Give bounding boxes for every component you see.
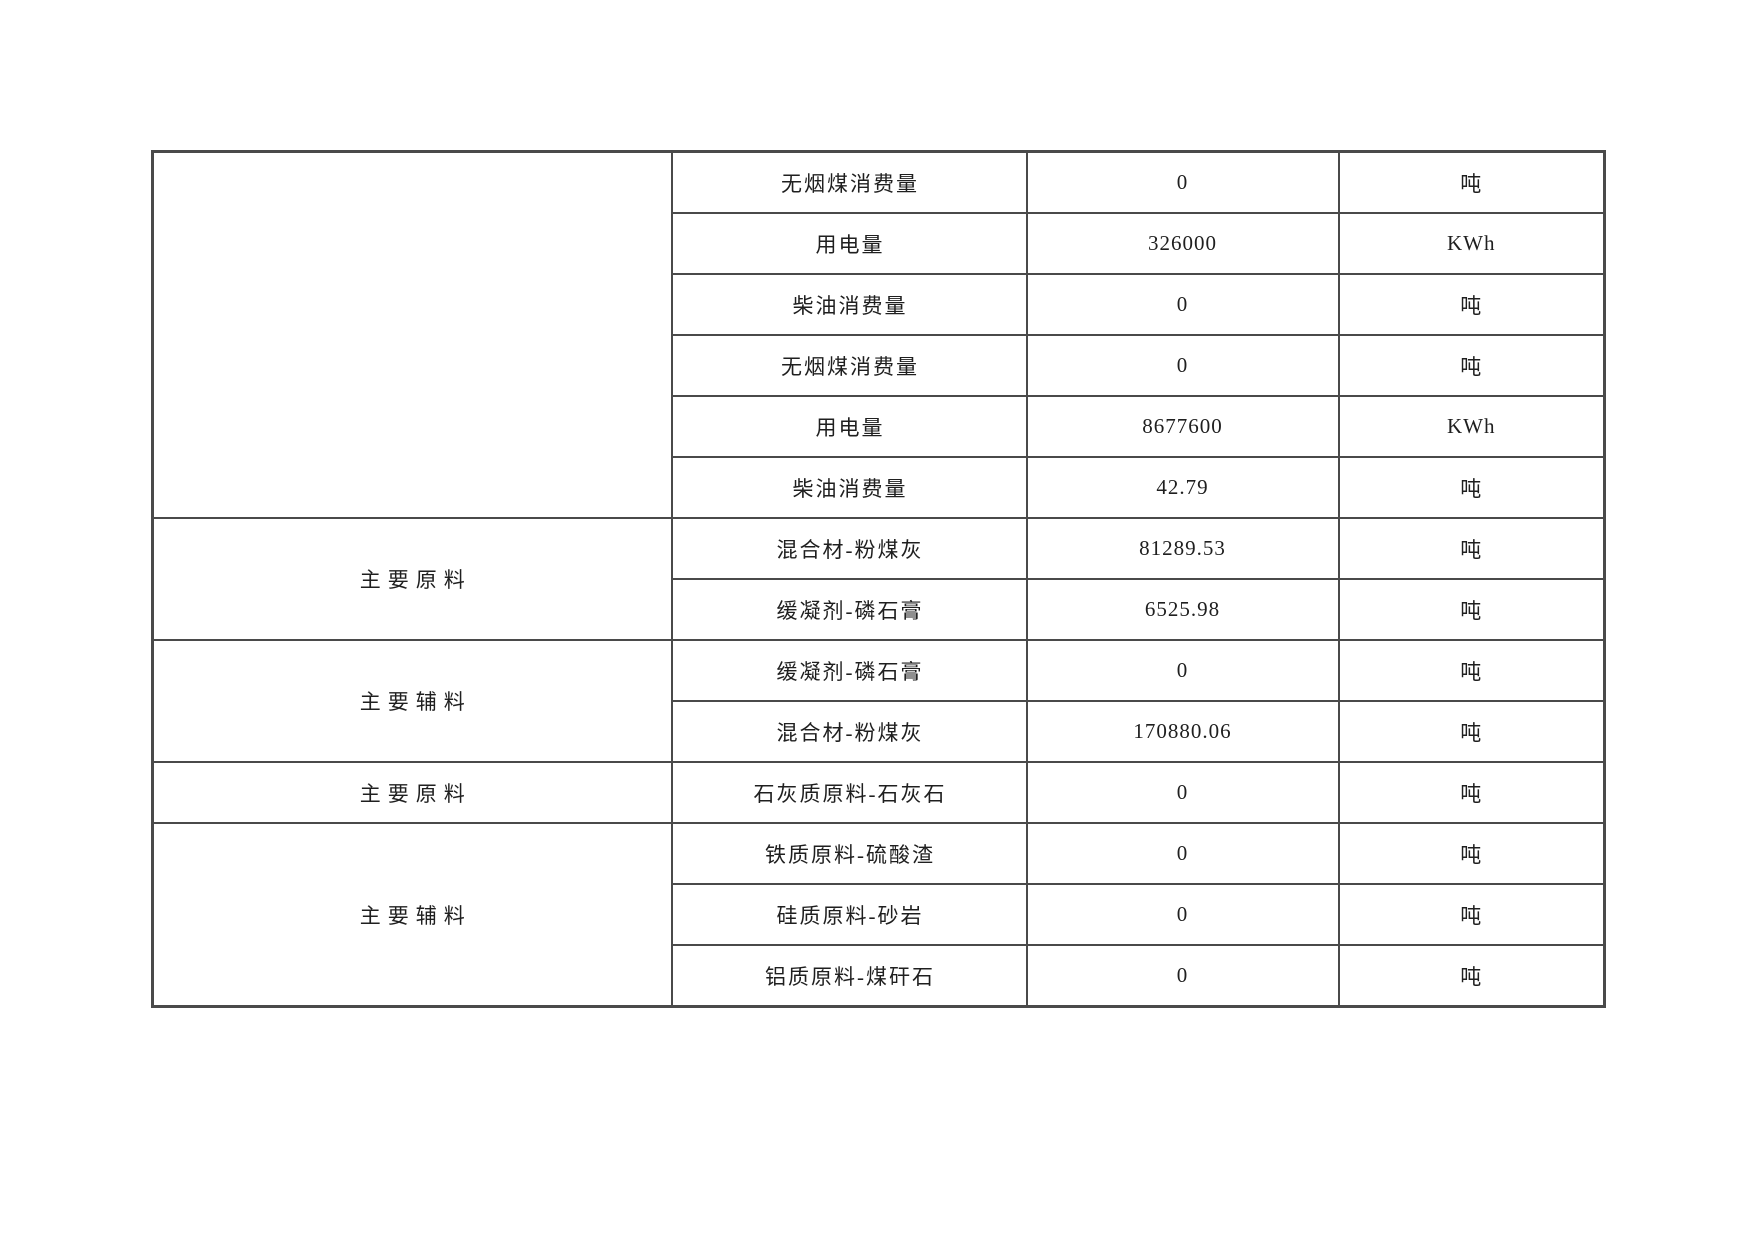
item-cell: 缓凝剂-磷石膏 <box>670 578 1028 641</box>
unit-cell: 吨 <box>1337 944 1606 1008</box>
category-cell-blank <box>151 150 673 519</box>
item-cell: 铁质原料-硫酸渣 <box>670 822 1028 885</box>
unit-cell: 吨 <box>1337 578 1606 641</box>
category-cell-main-raw-materials: 主要原料 <box>151 517 673 641</box>
value-cell: 0 <box>1025 639 1340 702</box>
unit-cell: 吨 <box>1337 456 1606 519</box>
unit-cell: 吨 <box>1337 822 1606 885</box>
item-cell: 用电量 <box>670 212 1028 275</box>
item-cell: 无烟煤消费量 <box>670 334 1028 397</box>
table-row: 主要原料 混合材-粉煤灰 81289.53 吨 <box>151 517 1606 641</box>
table-row: 主要原料 石灰质原料-石灰石 0 吨 <box>151 761 1606 824</box>
value-cell: 8677600 <box>1025 395 1340 458</box>
item-cell: 柴油消费量 <box>670 456 1028 519</box>
table-row: 无烟煤消费量 0 吨 <box>153 334 1606 397</box>
unit-cell: 吨 <box>1337 334 1606 397</box>
item-cell: 混合材-粉煤灰 <box>670 517 1028 580</box>
value-cell: 0 <box>1025 761 1340 824</box>
table-row: 柴油消费量 42.79 吨 <box>153 456 1606 519</box>
category-cell-main-auxiliary-materials: 主要辅料 <box>151 639 673 763</box>
table-row: 用电量 8677600 KWh <box>153 395 1606 458</box>
value-cell: 0 <box>1025 883 1340 946</box>
item-cell: 石灰质原料-石灰石 <box>670 761 1028 824</box>
value-cell: 81289.53 <box>1025 517 1340 580</box>
unit-cell: KWh <box>1337 395 1606 458</box>
unit-cell: KWh <box>1337 212 1606 275</box>
table-row: 硅质原料-砂岩 0 吨 <box>153 883 1606 946</box>
item-cell: 铝质原料-煤矸石 <box>670 944 1028 1008</box>
value-cell: 0 <box>1025 822 1340 885</box>
value-cell: 326000 <box>1025 212 1340 275</box>
unit-cell: 吨 <box>1337 700 1606 763</box>
table-row: 无烟煤消费量 0 吨 <box>151 150 1606 519</box>
unit-cell: 吨 <box>1337 761 1606 824</box>
value-cell: 0 <box>1025 273 1340 336</box>
value-cell: 0 <box>1025 944 1340 1008</box>
table-row: 用电量 326000 KWh <box>153 212 1606 275</box>
table-row: 柴油消费量 0 吨 <box>153 273 1606 336</box>
value-cell: 0 <box>1025 150 1340 214</box>
value-cell: 42.79 <box>1025 456 1340 519</box>
unit-cell: 吨 <box>1337 273 1606 336</box>
unit-cell: 吨 <box>1337 639 1606 702</box>
item-cell: 用电量 <box>670 395 1028 458</box>
category-cell-main-raw-materials: 主要原料 <box>151 761 673 824</box>
value-cell: 170880.06 <box>1025 700 1340 763</box>
table-row: 主要辅料 铁质原料-硫酸渣 0 吨 <box>151 822 1606 1008</box>
unit-cell: 吨 <box>1337 150 1606 214</box>
item-cell: 混合材-粉煤灰 <box>670 700 1028 763</box>
item-cell: 缓凝剂-磷石膏 <box>670 639 1028 702</box>
table-row: 缓凝剂-磷石膏 6525.98 吨 <box>153 578 1606 641</box>
table-row: 混合材-粉煤灰 170880.06 吨 <box>153 700 1606 763</box>
table-row: 铝质原料-煤矸石 0 吨 <box>153 944 1606 1008</box>
value-cell: 0 <box>1025 334 1340 397</box>
unit-cell: 吨 <box>1337 883 1606 946</box>
table-row: 主要辅料 缓凝剂-磷石膏 0 吨 <box>151 639 1606 763</box>
item-cell: 硅质原料-砂岩 <box>670 883 1028 946</box>
item-cell: 无烟煤消费量 <box>670 150 1028 214</box>
material-energy-consumption-table: 无烟煤消费量 0 吨 用电量 326000 KWh 柴油消费量 0 吨 无烟煤消… <box>151 150 1606 1008</box>
category-cell-main-auxiliary-materials: 主要辅料 <box>151 822 673 1008</box>
item-cell: 柴油消费量 <box>670 273 1028 336</box>
unit-cell: 吨 <box>1337 517 1606 580</box>
value-cell: 6525.98 <box>1025 578 1340 641</box>
